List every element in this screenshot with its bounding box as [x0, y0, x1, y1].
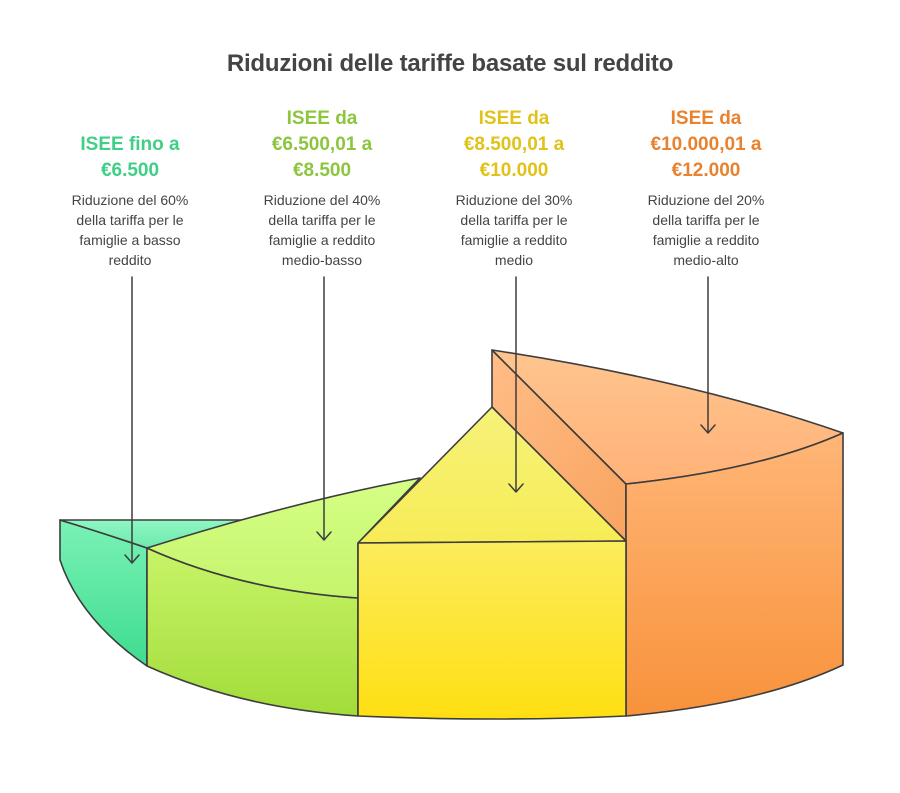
segment-1-arrow — [124, 276, 140, 564]
segment-1-description-line: della tariffa per le — [76, 212, 184, 228]
segment-2-arrow — [316, 276, 332, 541]
segment-4-description-line: medio-alto — [673, 252, 739, 268]
segment-1-description: Riduzione del 60% della tariffa per le f… — [35, 190, 225, 270]
segment-4-heading-line: €10.000,01 a — [650, 134, 762, 155]
segment-1-description-line: Riduzione del 60% — [71, 192, 189, 208]
diagram-title: Riduzioni delle tariffe basate sul reddi… — [226, 50, 674, 77]
segment-3-side — [357, 540, 627, 720]
segment-2-description: Riduzione del 40% della tariffa per le f… — [227, 190, 417, 270]
segment-2-heading-line: ISEE da — [286, 108, 358, 129]
segment-1-description-line: famiglie a basso — [79, 232, 181, 248]
segment-4-heading: ISEE da €10.000,01 a €12.000 — [611, 106, 801, 184]
segment-1-block — [59, 519, 255, 667]
segment-4-block — [491, 349, 844, 717]
segment-1-heading: ISEE fino a €6.500 — [35, 132, 225, 184]
segment-4-side — [625, 432, 844, 717]
segment-3-block — [357, 406, 627, 720]
segment-2-heading: ISEE da €6.500,01 a €8.500 — [227, 106, 417, 184]
segment-2-top — [146, 477, 421, 599]
segment-3-description-line: della tariffa per le — [460, 212, 568, 228]
segment-3-description-line: famiglie a reddito — [460, 232, 568, 248]
segment-4-description-line: famiglie a reddito — [652, 232, 760, 248]
segment-4-arrow — [700, 276, 716, 434]
segment-4-heading-line: ISEE da — [670, 108, 742, 129]
segment-3-heading: ISEE da €8.500,01 a €10.000 — [419, 106, 609, 184]
segment-2-description-line: medio-basso — [281, 252, 363, 268]
segment-4-description-line: Riduzione del 20% — [647, 192, 765, 208]
segment-2-description-line: famiglie a reddito — [268, 232, 376, 248]
segment-2-description-line: della tariffa per le — [268, 212, 376, 228]
segment-3-description-line: medio — [494, 252, 534, 268]
segment-4-description-line: della tariffa per le — [652, 212, 760, 228]
segment-1-heading-line: ISEE fino a — [80, 134, 180, 155]
segment-2-block — [146, 477, 421, 717]
segment-3-description-line: Riduzione del 30% — [455, 192, 573, 208]
segment-4-heading-line: €12.000 — [671, 160, 741, 181]
segment-3-arrow — [508, 276, 524, 493]
segment-2-heading-line: €8.500 — [292, 160, 352, 181]
segment-2-heading-line: €6.500,01 a — [271, 134, 373, 155]
segment-2-description-line: Riduzione del 40% — [263, 192, 381, 208]
segment-4-description: Riduzione del 20% della tariffa per le f… — [611, 190, 801, 270]
segment-3-heading-line: €8.500,01 a — [463, 134, 565, 155]
segment-3-description: Riduzione del 30% della tariffa per le f… — [419, 190, 609, 270]
segment-3-heading-line: €10.000 — [479, 160, 549, 181]
segment-1-heading-line: €6.500 — [100, 160, 160, 181]
segment-3-heading-line: ISEE da — [478, 108, 550, 129]
segment-1-description-line: reddito — [108, 252, 152, 268]
